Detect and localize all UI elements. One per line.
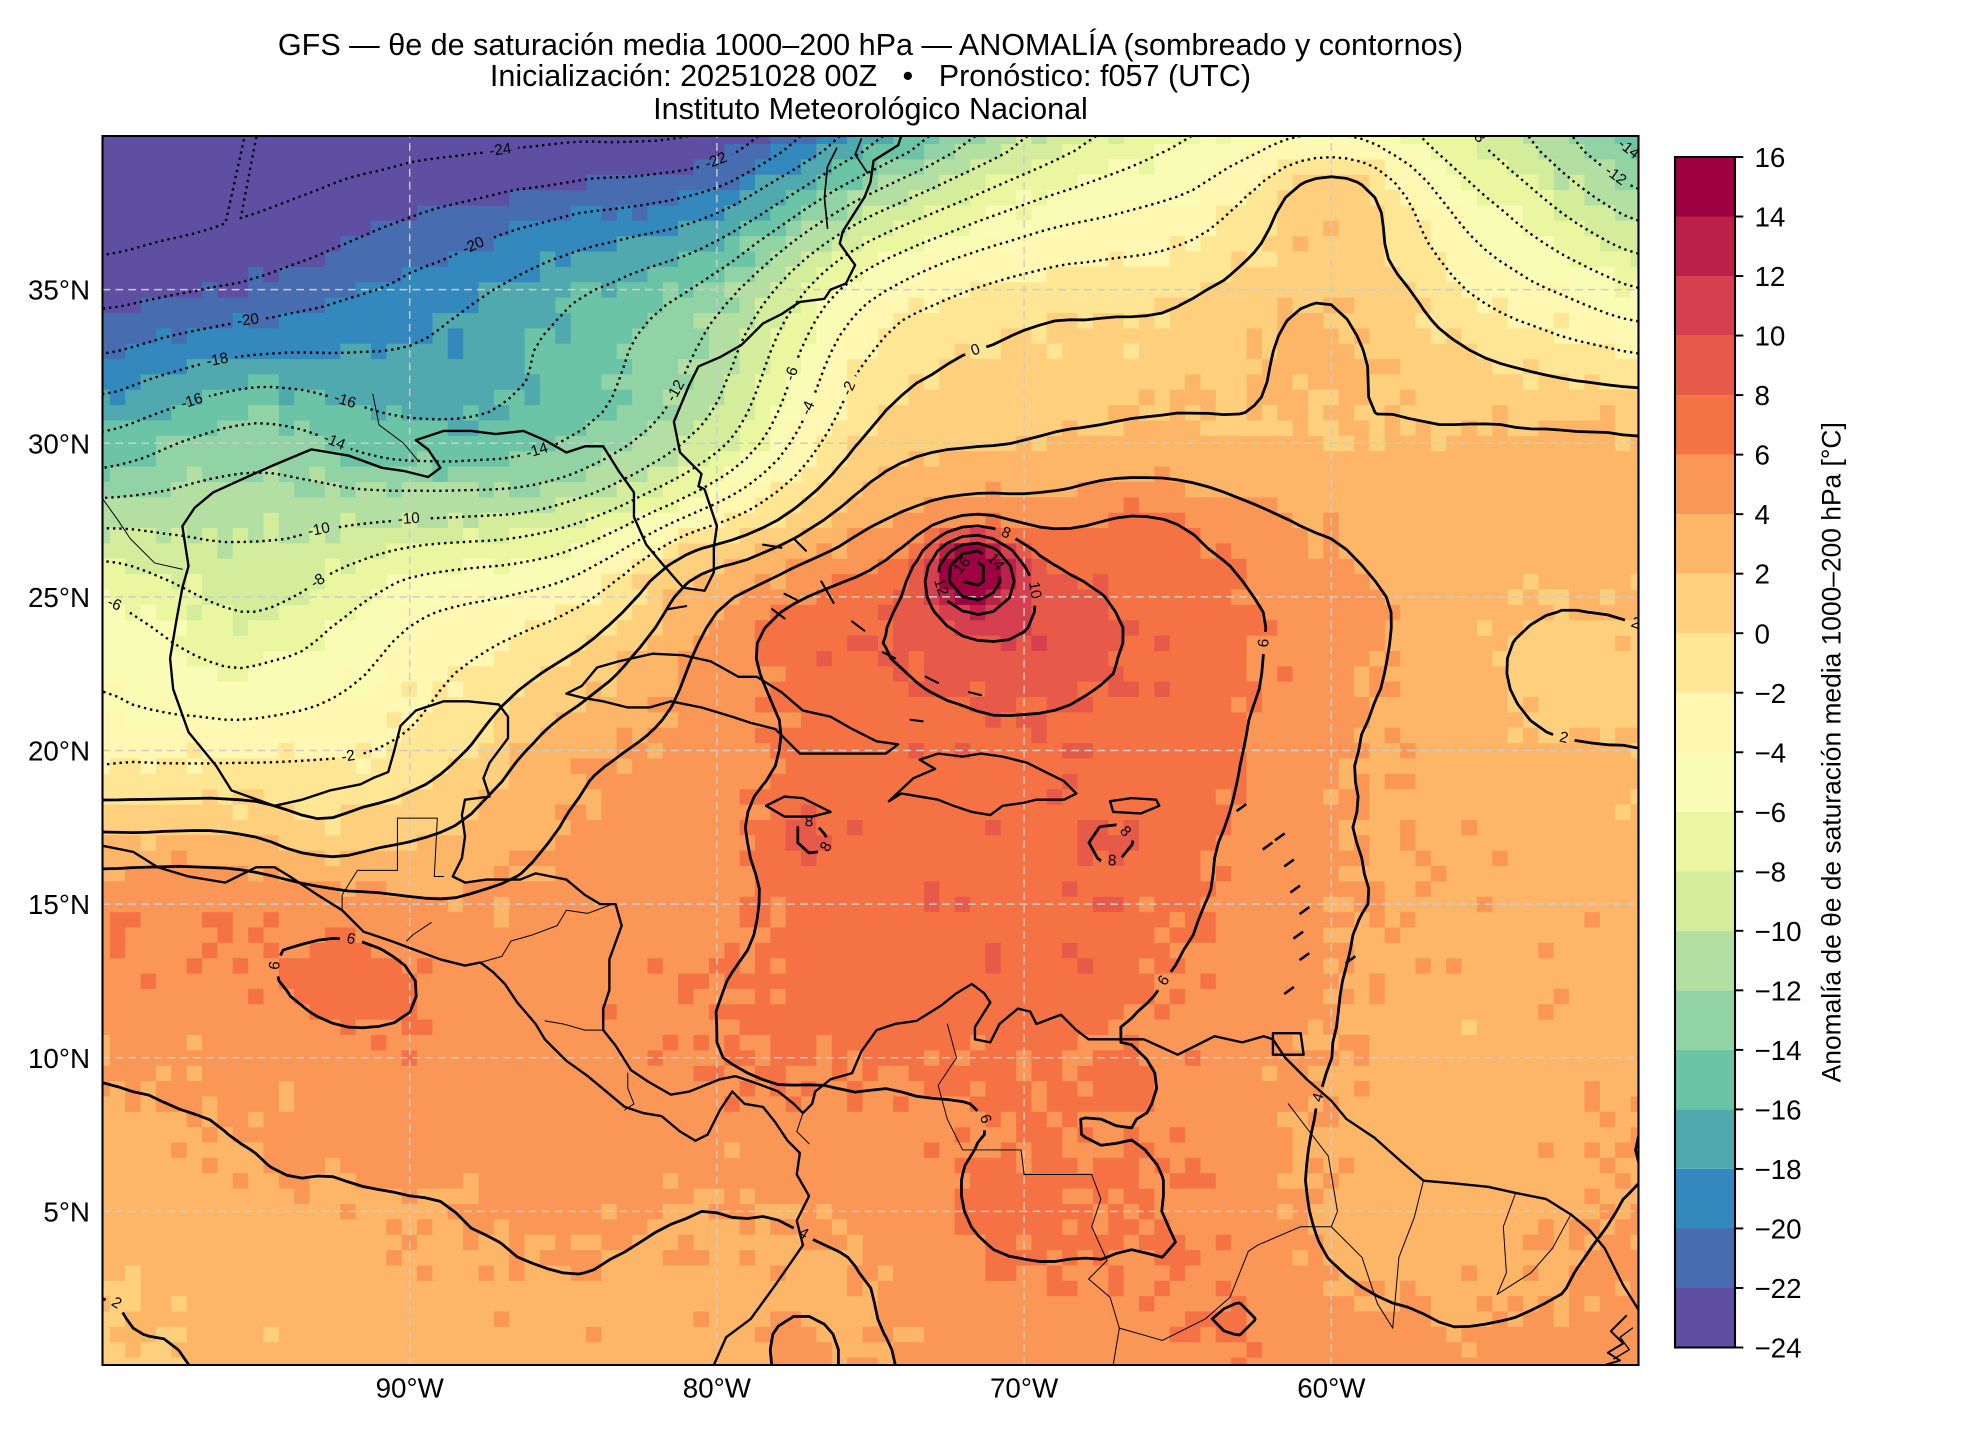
- svg-text:−12: −12: [1754, 975, 1801, 1006]
- svg-text:-18: -18: [205, 350, 230, 371]
- svg-text:12: 12: [1754, 261, 1785, 292]
- svg-text:5°N: 5°N: [43, 1196, 90, 1227]
- svg-text:10: 10: [1754, 321, 1785, 352]
- svg-text:−14: −14: [1754, 1035, 1801, 1066]
- svg-text:−6: −6: [1754, 797, 1786, 828]
- svg-text:2: 2: [1754, 559, 1769, 590]
- svg-text:-16: -16: [332, 389, 358, 412]
- svg-text:-4: -4: [798, 398, 819, 418]
- svg-text:−20: −20: [1754, 1214, 1801, 1245]
- svg-text:Inicialización: 20251028 00Z: Inicialización: 20251028 00Z • Pronóstic…: [490, 59, 1251, 93]
- svg-text:10: 10: [1025, 581, 1044, 600]
- svg-text:−2: −2: [1754, 678, 1786, 709]
- svg-text:−4: −4: [1754, 737, 1786, 768]
- svg-text:6: 6: [266, 960, 284, 970]
- svg-text:-6: -6: [105, 594, 124, 615]
- svg-text:−10: −10: [1754, 916, 1801, 947]
- svg-text:80°W: 80°W: [683, 1373, 752, 1404]
- svg-text:−18: −18: [1754, 1154, 1801, 1185]
- svg-text:−16: −16: [1754, 1094, 1801, 1125]
- svg-text:-8: -8: [1467, 125, 1489, 146]
- svg-text:20°N: 20°N: [28, 736, 90, 767]
- svg-text:-2: -2: [838, 379, 859, 398]
- svg-text:-10: -10: [306, 519, 331, 540]
- svg-text:6: 6: [345, 930, 356, 948]
- svg-text:70°W: 70°W: [990, 1373, 1059, 1404]
- svg-text:−24: −24: [1754, 1333, 1801, 1364]
- svg-text:-10: -10: [397, 510, 420, 529]
- svg-text:60°W: 60°W: [1297, 1373, 1366, 1404]
- svg-text:-16: -16: [179, 390, 205, 413]
- svg-text:2: 2: [1558, 729, 1570, 748]
- svg-text:30°N: 30°N: [28, 428, 90, 459]
- svg-text:0: 0: [1754, 618, 1769, 649]
- svg-text:-22: -22: [702, 149, 729, 173]
- svg-text:12: 12: [930, 576, 952, 598]
- svg-text:Anomalía de θe de saturación m: Anomalía de θe de saturación media 1000–…: [1816, 422, 1846, 1082]
- svg-text:16: 16: [1754, 142, 1785, 173]
- svg-text:4: 4: [1754, 499, 1769, 530]
- svg-text:GFS — θe de saturación media 1: GFS — θe de saturación media 1000–200 hP…: [278, 27, 1463, 62]
- svg-text:6: 6: [1754, 440, 1769, 471]
- svg-text:Instituto Meteorológico Nacion: Instituto Meteorológico Nacional: [653, 92, 1088, 126]
- svg-text:10°N: 10°N: [28, 1043, 90, 1074]
- svg-text:2: 2: [1629, 614, 1643, 633]
- svg-text:-2: -2: [340, 747, 356, 766]
- svg-text:8: 8: [1754, 380, 1769, 411]
- svg-text:90°W: 90°W: [376, 1373, 445, 1404]
- svg-text:6: 6: [1255, 638, 1273, 648]
- svg-text:35°N: 35°N: [28, 275, 90, 306]
- svg-text:-24: -24: [488, 140, 513, 160]
- svg-text:-14: -14: [524, 439, 551, 462]
- svg-text:25°N: 25°N: [28, 582, 90, 613]
- svg-text:14: 14: [1754, 202, 1785, 233]
- svg-text:8: 8: [1108, 852, 1117, 869]
- svg-text:8: 8: [805, 813, 814, 830]
- svg-text:15°N: 15°N: [28, 889, 90, 920]
- svg-text:−22: −22: [1754, 1273, 1801, 1304]
- svg-text:-6: -6: [781, 365, 801, 383]
- svg-text:-20: -20: [236, 310, 260, 330]
- svg-text:16: 16: [950, 554, 974, 578]
- svg-text:−8: −8: [1754, 856, 1786, 887]
